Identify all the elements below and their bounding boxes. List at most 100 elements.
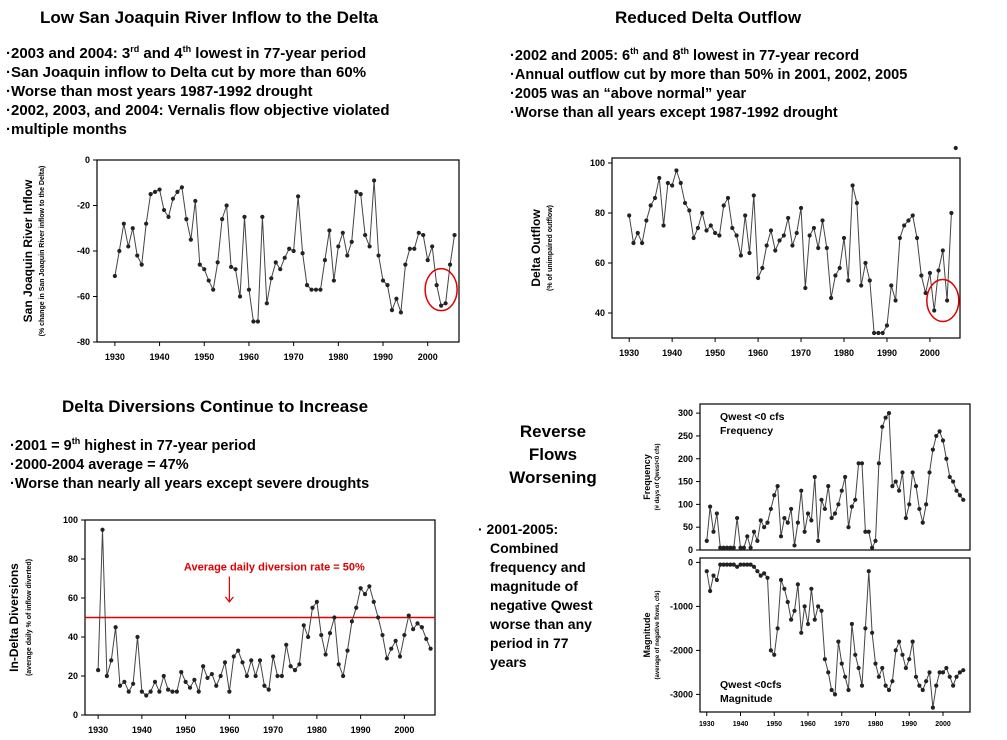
sj-data-point — [179, 185, 185, 190]
div-series-line — [97, 529, 432, 697]
sj-data-point — [336, 244, 341, 249]
sj-bullet-3: Worse than most years 1987-1992 drought — [6, 82, 390, 101]
outflow-bullet-1: 2002 and 2005: 6th and 8th lowest in 77-… — [510, 42, 907, 66]
div-data-point — [214, 683, 219, 688]
sj-ytick-label: 0 — [85, 155, 90, 165]
div-data-point — [266, 687, 271, 692]
div-data-point — [406, 613, 411, 618]
freq-data-point — [873, 538, 878, 543]
qwest-magnitude-chart: 0 -1000 -2000 -3000 1930 1940 1950 1960 1970 1980… — [642, 557, 971, 728]
div-data-point — [96, 668, 101, 673]
sj-data-point — [228, 264, 234, 270]
sj-data-point — [273, 260, 278, 265]
outflow-xtick-label: 1960 — [748, 348, 768, 358]
outflow-bullet-3: 2005 was an “above normal” year — [510, 85, 907, 104]
freq-data-point — [866, 529, 871, 534]
mag-data-point — [708, 588, 713, 594]
reverse-text-line-5: negative Qwest — [490, 597, 593, 613]
outflow-data-point — [708, 223, 713, 228]
div-ytick-label: 80 — [68, 554, 78, 564]
div-data-point — [314, 599, 319, 604]
div-xtick-label: 1950 — [176, 725, 196, 735]
div-data-point — [376, 615, 381, 620]
div-data-point — [240, 660, 245, 665]
sj-data-point — [278, 267, 283, 272]
div-data-point — [288, 664, 293, 669]
mag-data-point — [728, 562, 733, 567]
outflow-y-axis-label: Delta Outflow — [529, 209, 543, 287]
div-ytick-label: 40 — [68, 632, 78, 642]
outflow-data-point — [846, 278, 851, 283]
delta-diversions-chart: 0 20 40 60 80 100 1930 1940 1950 1960 1970 1980 1990… — [7, 515, 436, 735]
mag-data-point — [876, 674, 881, 679]
sj-data-point — [322, 258, 328, 263]
outflow-data-point — [880, 330, 885, 336]
outflow-data-point — [639, 240, 645, 246]
div-data-point — [301, 623, 306, 628]
outflow-data-point — [725, 195, 731, 201]
outflow-data-point — [627, 213, 632, 218]
sj-data-point — [260, 214, 265, 219]
outflow-bullet-4: Worse than all years except 1987-1992 dr… — [510, 104, 907, 123]
freq-data-point — [785, 520, 790, 525]
mag-data-point — [937, 670, 942, 675]
freq-data-point — [819, 497, 824, 502]
outflow-bullets: 2002 and 2005: 6th and 8th lowest in 77-… — [510, 42, 907, 123]
outflow-data-point — [635, 230, 640, 236]
sj-data-point — [287, 246, 292, 251]
freq-ytick-label: 300 — [678, 408, 693, 418]
outflow-data-point — [691, 235, 696, 241]
div-y-axis-label: In-Delta Diversions — [7, 563, 21, 672]
mag-data-point — [721, 562, 726, 567]
mag-data-point — [873, 661, 878, 666]
outflow-data-point — [652, 195, 658, 201]
sj-data-point — [447, 262, 453, 267]
div-data-point — [113, 625, 118, 630]
sj-data-point — [255, 319, 260, 324]
outflow-data-point — [734, 233, 739, 238]
mag-data-point — [859, 683, 865, 688]
sj-panel-title: Low San Joaquin River Inflow to the Delt… — [40, 8, 379, 27]
outflow-data-point — [781, 233, 786, 238]
mag-data-point — [772, 652, 777, 657]
div-data-point — [393, 638, 398, 643]
mag-data-point — [951, 683, 956, 688]
mag-data-point — [812, 617, 817, 622]
outflow-data-point — [936, 268, 941, 273]
div-xtick-label: 1970 — [263, 725, 283, 735]
mag-data-point — [762, 571, 767, 576]
mag-xtick-label: 1960 — [800, 721, 816, 728]
reverse-text-line-6: worse than any — [490, 616, 592, 632]
mag-data-point — [758, 573, 763, 578]
outflow-data-point — [786, 215, 791, 221]
mag-data-point — [741, 562, 746, 567]
freq-ytick-label: 100 — [678, 499, 693, 509]
outflow-data-point — [713, 230, 718, 236]
sj-data-point — [425, 258, 430, 263]
sj-data-point — [126, 244, 131, 249]
div-data-point — [109, 658, 114, 663]
outflow-data-point — [953, 145, 958, 151]
div-data-point — [209, 671, 214, 677]
outflow-data-point — [631, 240, 636, 246]
mag-data-point — [731, 562, 736, 567]
mag-y-axis-label: Magnitude — [642, 613, 652, 658]
freq-annotation-line: Qwest <0 cfs — [720, 411, 785, 423]
div-data-point — [411, 627, 416, 632]
freq-data-point — [816, 538, 821, 543]
freq-data-point — [940, 438, 946, 443]
freq-data-point — [832, 511, 838, 516]
mag-data-point — [930, 705, 935, 710]
freq-data-point — [731, 545, 736, 550]
outflow-data-point — [798, 205, 804, 211]
div-data-point — [117, 683, 123, 688]
freq-data-point — [954, 488, 959, 493]
freq-data-point — [762, 525, 767, 530]
outflow-data-point — [755, 275, 761, 281]
outflow-data-point — [889, 283, 894, 288]
mag-xtick-label: 1940 — [733, 721, 749, 728]
mag-data-point — [866, 569, 871, 574]
freq-data-point — [718, 545, 723, 550]
mag-data-point — [816, 604, 821, 609]
freq-data-point — [924, 502, 929, 507]
